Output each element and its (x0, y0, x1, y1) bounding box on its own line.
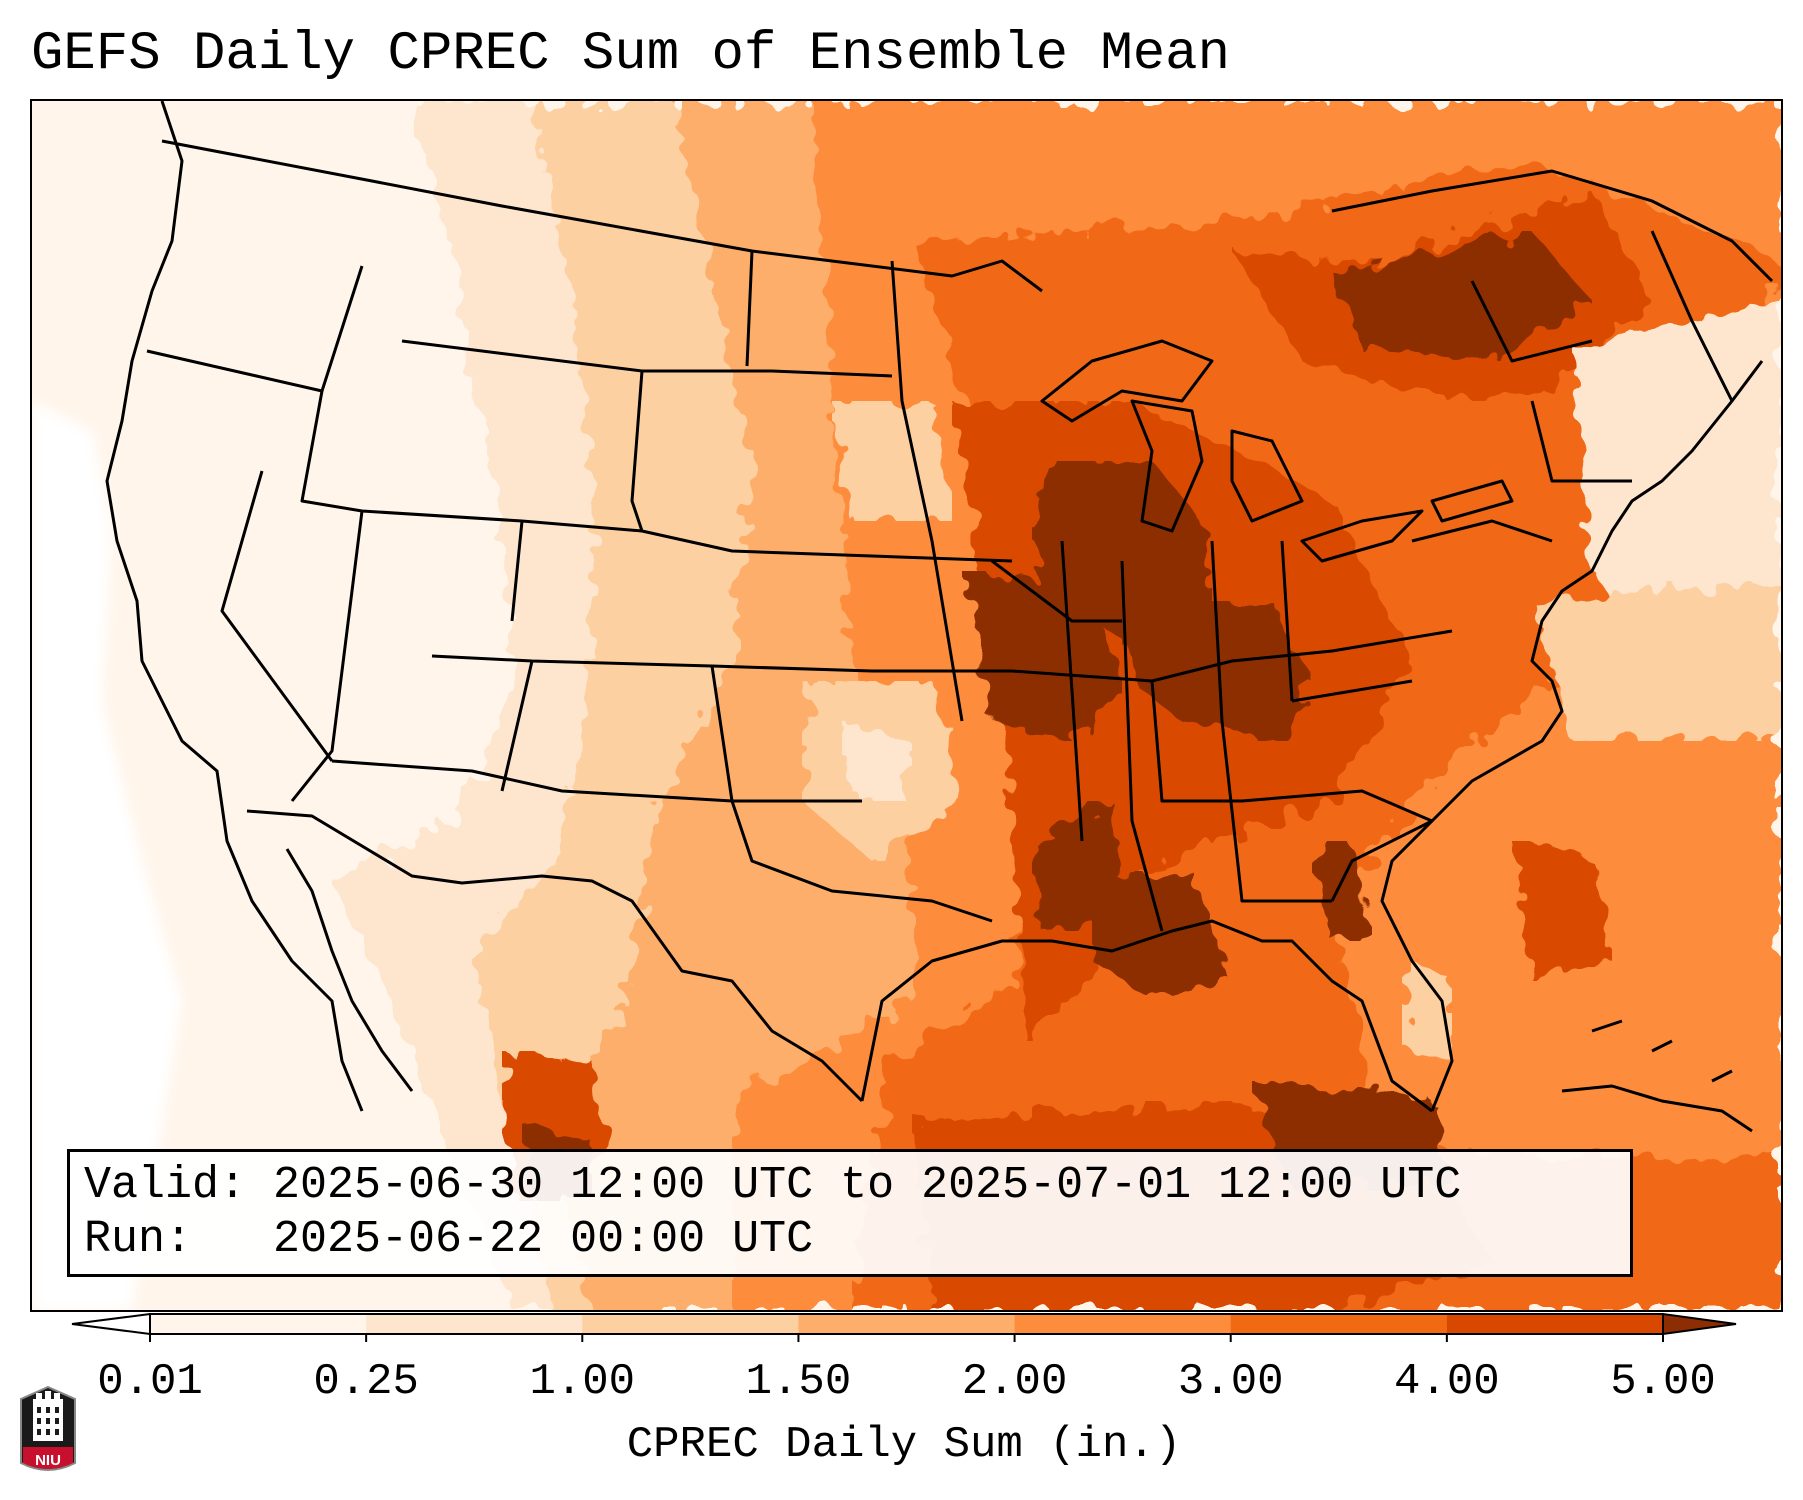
border-line (1411, 519, 1553, 543)
border-line (331, 759, 862, 803)
border-line (1430, 479, 1514, 523)
colorbar-bin (798, 1314, 1016, 1334)
colorbar-under-arrow (71, 1312, 151, 1336)
svg-text:NIU: NIU (35, 1452, 61, 1469)
colorbar-tick-label: 1.00 (529, 1357, 636, 1407)
colorbar-bin (366, 1314, 583, 1334)
precipitation-field (32, 101, 1781, 1310)
colorbar-bin (1014, 1314, 1232, 1334)
colorbar-bin (1446, 1314, 1664, 1334)
colorbar-bin (1230, 1314, 1448, 1334)
border-line (1120, 560, 1164, 932)
precipitation-map (30, 99, 1783, 1312)
border-line (1130, 399, 1204, 533)
colorbar-tick-label: 0.01 (97, 1357, 203, 1407)
colorbar-bin (150, 1314, 367, 1334)
border-line (1650, 230, 1734, 402)
colorbar (71, 1312, 1737, 1342)
colorbar-tick-label: 4.00 (1394, 1357, 1500, 1407)
niu-logo: NIU (20, 1385, 76, 1471)
border-line (500, 660, 534, 792)
colorbar-bin (582, 1314, 799, 1334)
border-line (246, 809, 864, 1103)
run-time-text: Run: 2025-06-22 00:00 UTC (84, 1214, 814, 1265)
border-line (1150, 680, 1242, 803)
valid-time-text: Valid: 2025-06-30 12:00 UTC to 2025-07-0… (84, 1160, 1462, 1211)
map-title: GEFS Daily CPREC Sum of Ensemble Mean (31, 24, 1230, 85)
border-line (745, 250, 754, 367)
border-line (1530, 400, 1632, 483)
border-line (890, 260, 964, 722)
colorbar-tick-label: 2.00 (961, 1357, 1068, 1407)
border-line (1331, 169, 1774, 283)
border-line (161, 139, 1043, 293)
border-line (860, 919, 1433, 1113)
border-line (1040, 339, 1214, 423)
border-line (1060, 540, 1084, 842)
state-borders (105, 101, 1774, 1133)
border-line (1561, 1084, 1753, 1133)
border-line (1380, 360, 1764, 1112)
colorbar-tick-label: 3.00 (1177, 1357, 1284, 1407)
border-line (630, 370, 1013, 563)
info-box: Valid: 2025-06-30 12:00 UTC to 2025-07-0… (67, 1149, 1633, 1277)
border-line (991, 559, 1122, 623)
border-line (401, 339, 893, 378)
colorbar-tick-label: 1.50 (745, 1357, 852, 1407)
border-line (105, 101, 364, 1112)
colorbar-tick-label: 5.00 (1610, 1357, 1716, 1407)
border-line (290, 510, 364, 802)
colorbar-tick-label: 0.25 (313, 1357, 419, 1407)
border-line (1330, 819, 1433, 902)
precipitation-map-canvas (32, 101, 1781, 1310)
border-line (1300, 509, 1424, 563)
colorbar-axis-label: CPREC Daily Sum (in.) (626, 1420, 1182, 1470)
border-line (1470, 280, 1593, 363)
border-line (510, 520, 524, 622)
border-line (1241, 789, 1433, 823)
border-line (220, 470, 334, 762)
border-line (1291, 679, 1413, 703)
colorbar-over-arrow (1662, 1312, 1737, 1336)
border-line (1210, 540, 1332, 903)
border-line (730, 800, 993, 923)
border-line (285, 848, 414, 1092)
border-line (1011, 629, 1453, 683)
border-line (1280, 540, 1294, 702)
border-line (1230, 429, 1304, 523)
border-line (1591, 1019, 1733, 1083)
border-line (710, 665, 734, 802)
